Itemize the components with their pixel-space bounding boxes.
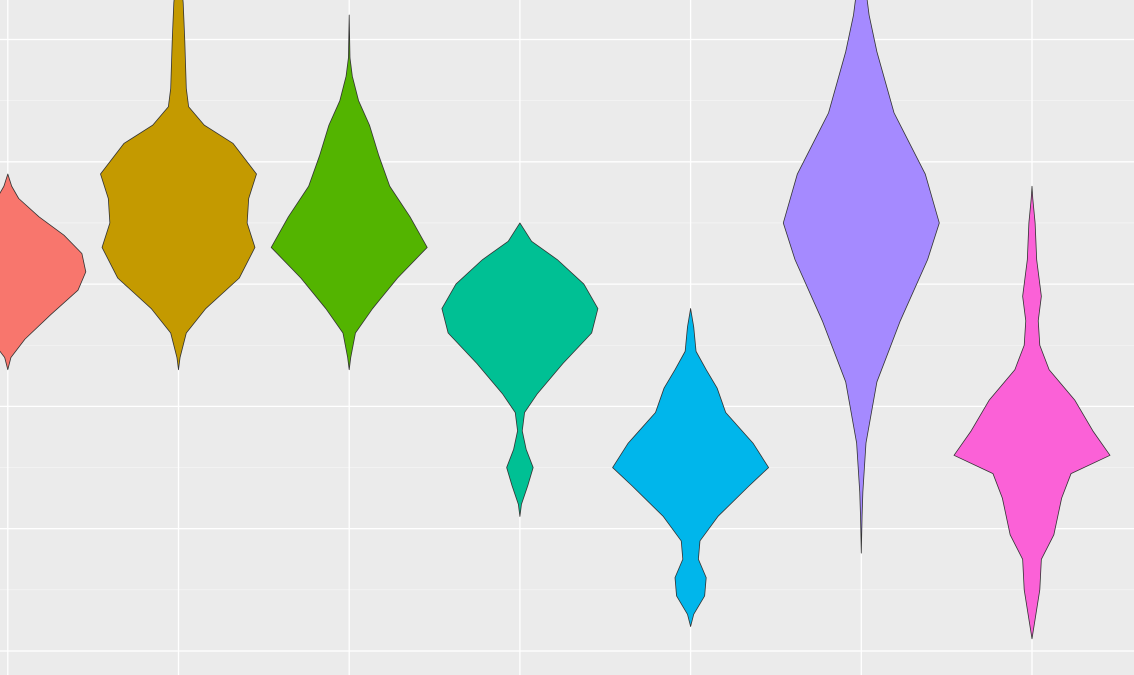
violin-4 (441, 222, 599, 517)
violin-6 (782, 0, 940, 554)
violin-2 (100, 0, 257, 371)
violin-5 (612, 308, 769, 627)
violin-7 (953, 185, 1111, 640)
violin-1 (0, 173, 87, 371)
violin-3 (270, 14, 428, 371)
violins (0, 0, 1111, 640)
